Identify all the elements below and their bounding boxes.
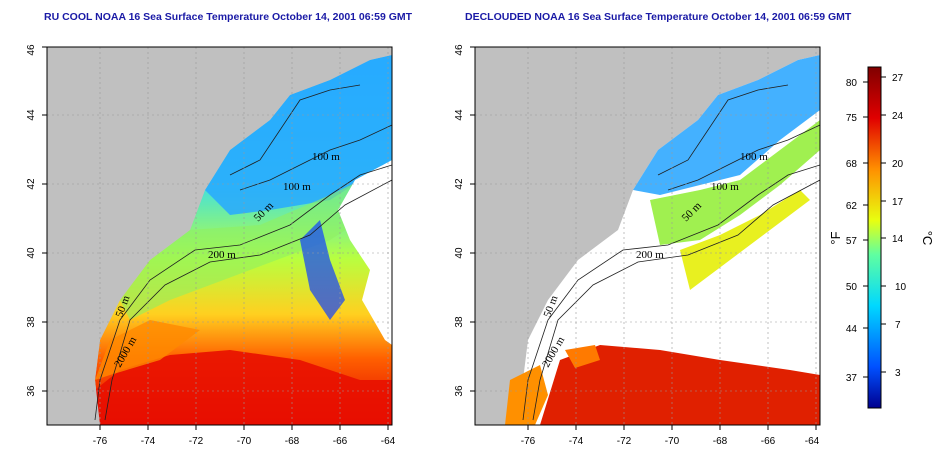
contour-label: 200 m (208, 249, 236, 261)
y-axis: 36 38 40 42 44 46 (454, 44, 475, 397)
fahrenheit-tick: 57 (846, 236, 858, 247)
y-tick-label: 46 (26, 44, 37, 56)
yellow-slope-band (680, 190, 810, 290)
x-tick-label: -74 (569, 436, 584, 447)
temperature-colorbar: 80 75 68 62 57 50 44 37 27 24 20 17 14 1… (828, 66, 935, 409)
fahrenheit-tick: 80 (846, 78, 858, 89)
y-tick-label: 36 (454, 385, 465, 397)
fahrenheit-tick: 50 (846, 282, 858, 293)
contour-label: 100 m (312, 151, 340, 163)
x-axis: -76 -74 -72 -70 -68 -66 -64 (93, 425, 396, 447)
y-tick-label: 42 (454, 178, 465, 190)
celsius-tick: 10 (895, 282, 907, 293)
coastline-land (47, 47, 392, 425)
y-tick-label: 44 (26, 109, 37, 121)
cold-front-patches (300, 220, 345, 320)
warm-eddy (565, 345, 600, 368)
contour-label: 100 m (283, 181, 311, 193)
x-tick-label: -64 (381, 436, 396, 447)
bathymetry-contours (522, 84, 820, 421)
left-map-title: RU COOL NOAA 16 Sea Surface Temperature … (44, 11, 413, 23)
x-tick-label: -68 (285, 436, 300, 447)
y-tick-label: 38 (26, 316, 37, 328)
x-tick-label: -72 (189, 436, 204, 447)
x-tick-label: -70 (237, 436, 252, 447)
cool-shelf-water (205, 55, 392, 215)
celsius-tick: 20 (892, 159, 904, 170)
cool-shelf-water (633, 55, 820, 195)
x-tick-label: -66 (761, 436, 776, 447)
fahrenheit-tick: 75 (846, 113, 858, 124)
y-tick-label: 38 (454, 316, 465, 328)
x-tick-label: -74 (141, 436, 156, 447)
celsius-unit-label: °C (920, 231, 935, 246)
green-shelf-band (120, 165, 392, 320)
y-tick-label: 44 (454, 109, 465, 121)
contour-label: 200 m (636, 249, 664, 261)
x-tick-label: -66 (333, 436, 348, 447)
green-shelf-band (650, 120, 820, 245)
celsius-tick: 17 (892, 197, 904, 208)
x-tick-label: -68 (713, 436, 728, 447)
left-map: 100 m 100 m 50 m 200 m 50 m 2000 m -76 -… (26, 44, 396, 447)
map-frame (474, 46, 821, 426)
x-tick-label: -76 (93, 436, 108, 447)
contour-label: 100 m (711, 181, 739, 193)
colorbar-gradient (867, 66, 882, 409)
bathymetry-contours (94, 84, 392, 421)
lat-lon-grid (475, 47, 820, 425)
right-map-title: DECLOUDED NOAA 16 Sea Surface Temperatur… (465, 11, 852, 23)
map-frame (46, 46, 393, 426)
x-tick-label: -76 (521, 436, 536, 447)
x-axis: -76 -74 -72 -70 -68 -66 -64 (521, 425, 820, 447)
y-tick-label: 42 (26, 178, 37, 190)
fahrenheit-tick: 68 (846, 159, 858, 170)
y-tick-label: 40 (26, 247, 37, 259)
x-tick-label: -70 (665, 436, 680, 447)
fahrenheit-tick: 62 (846, 201, 858, 212)
gulf-stream-warm (90, 350, 392, 425)
cloud-region (338, 160, 392, 345)
celsius-tick: 7 (895, 320, 901, 331)
celsius-tick: 27 (892, 73, 904, 84)
gulf-stream-warm (540, 345, 820, 425)
fahrenheit-unit-label: °F (828, 231, 843, 244)
fahrenheit-tick: 44 (846, 324, 858, 335)
y-tick-label: 36 (26, 385, 37, 397)
y-tick-label: 46 (454, 44, 465, 56)
fahrenheit-tick: 37 (846, 373, 858, 384)
gulf-stream-orange (95, 320, 200, 380)
x-tick-label: -72 (617, 436, 632, 447)
lat-lon-grid (47, 47, 392, 425)
y-axis: 36 38 40 42 44 46 (26, 44, 47, 397)
x-tick-label: -64 (805, 436, 820, 447)
right-map: 100 m 100 m 50 m 200 m 50 m 2000 m -76 -… (454, 44, 821, 447)
coastline-land (475, 47, 820, 425)
celsius-tick: 24 (892, 111, 904, 122)
celsius-tick: 14 (892, 234, 904, 245)
celsius-tick: 3 (895, 368, 901, 379)
contour-label: 100 m (740, 151, 768, 163)
y-tick-label: 40 (454, 247, 465, 259)
